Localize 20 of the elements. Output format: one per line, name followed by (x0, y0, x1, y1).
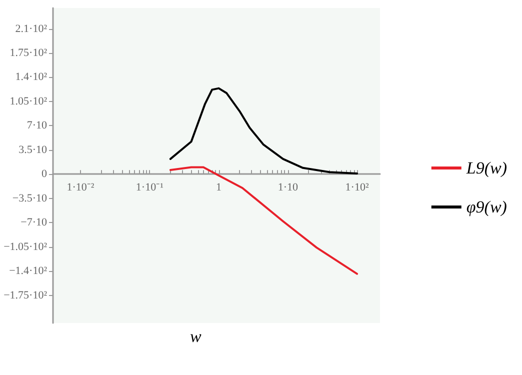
y-tick-label: 1.05·10² (10, 95, 48, 108)
x-tick-label: 1·10 (278, 182, 298, 194)
y-tick-label: −1.05·10² (4, 240, 48, 253)
y-tick-label: 3.5·10 (18, 144, 48, 156)
x-tick-label: 1 (216, 182, 222, 194)
y-tick-label: 1.75·10² (10, 47, 48, 59)
y-tick-label: −3.5·10 (12, 192, 48, 204)
y-tick-label: −1.4·10² (9, 265, 48, 278)
y-tick-label: 7·10 (26, 120, 48, 132)
x-tick-label: 1·10⁻² (66, 182, 95, 194)
x-tick-label: 1·10² (345, 182, 370, 194)
y-tick-label: −1.75·10² (4, 289, 48, 302)
legend-label: L9(w) (465, 158, 508, 178)
x-axis-title: w (190, 327, 202, 346)
x-tick-label: 1·10⁻¹ (136, 182, 164, 194)
y-tick-label: 1.4·10² (15, 71, 48, 84)
legend-label: φ9(w) (466, 198, 508, 216)
y-tick-label: 2.1·10² (15, 22, 48, 35)
y-tick-label: 0 (42, 168, 48, 180)
y-tick-label: −7·10 (20, 216, 48, 229)
